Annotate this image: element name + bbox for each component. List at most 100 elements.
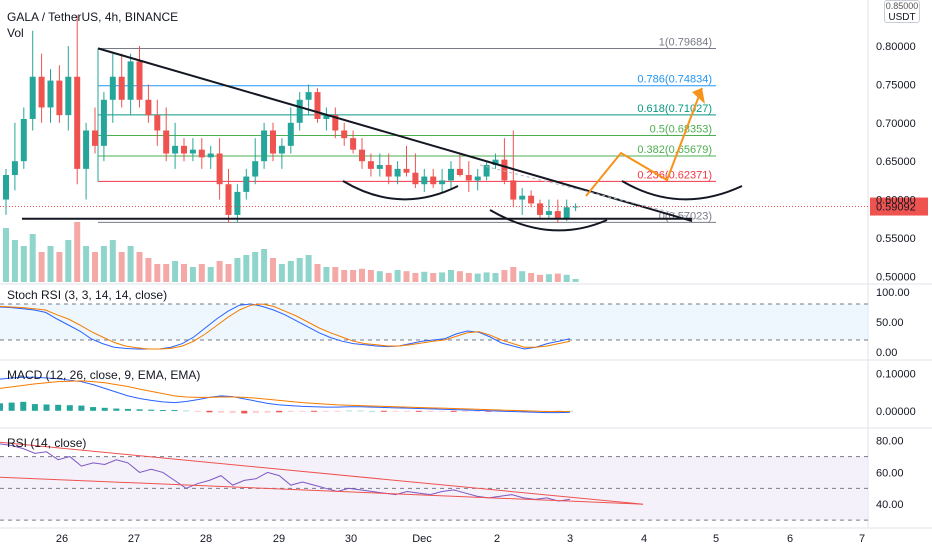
candle-body (74, 76, 81, 169)
candle-body (456, 168, 463, 176)
fib-level-label: 0.5(0.68353) (650, 123, 712, 135)
macd-histogram-bar (287, 410, 294, 412)
candle-body (403, 168, 410, 173)
volume-bar (448, 270, 454, 282)
stoch-axis-tick: 50.00 (876, 317, 904, 329)
macd-histogram-bar (183, 410, 190, 412)
candle-body (3, 175, 9, 200)
volume-bar (332, 267, 339, 282)
volume-bar (127, 246, 134, 282)
candle-body (545, 211, 552, 215)
volume-bar (189, 267, 196, 282)
volume-bar (47, 246, 54, 282)
price-axis-tick: 0.75000 (876, 79, 916, 91)
volume-bar (572, 279, 579, 282)
candle-body (216, 153, 223, 185)
quote-currency-badge[interactable]: 0.85000 USDT (884, 0, 920, 23)
volume-bar (154, 264, 161, 282)
macd-histogram-bar (450, 410, 457, 412)
time-axis-label: 3 (567, 533, 573, 545)
volume-bar (118, 252, 125, 282)
candle-body (234, 191, 241, 215)
candle-body (528, 195, 535, 204)
rsi-axis-tick: 40.00 (876, 499, 904, 511)
volume-bar (305, 255, 312, 282)
time-axis-label: 5 (713, 533, 719, 545)
volume-bar (510, 267, 517, 282)
macd-histogram-bar (31, 404, 38, 411)
macd-histogram-bar (322, 410, 329, 412)
macd-histogram-bar (241, 410, 248, 414)
volume-bar (252, 252, 259, 282)
volume-bar (207, 267, 214, 282)
candle-body (501, 159, 508, 181)
descending-trendline (97, 47, 693, 223)
macd-histogram-bar (415, 410, 422, 412)
macd-histogram-bar (264, 410, 271, 413)
volume-bar (29, 234, 36, 282)
candle-body (225, 184, 232, 215)
candle-body (154, 115, 161, 131)
candle-body (163, 130, 170, 154)
volume-bar (501, 270, 508, 282)
quote-badge-label: USDT (888, 12, 916, 23)
candle-body (278, 145, 285, 154)
candle-body (572, 206, 579, 208)
macd-histogram-bar (136, 409, 143, 411)
macd-histogram-bar (462, 410, 469, 412)
current-price-label: 0.59092 (876, 202, 916, 214)
candle-body (189, 149, 196, 154)
volume-bar (278, 264, 285, 282)
macd-histogram-bar (311, 410, 318, 412)
macd-histogram-bar (194, 410, 201, 412)
candle-body (20, 118, 27, 162)
candle-body (563, 207, 570, 219)
rsi-upper-trendline (0, 441, 644, 505)
volume-bar (474, 273, 481, 282)
stoch-line (0, 303, 571, 350)
candle-body (127, 61, 134, 100)
macd-histogram-bar (427, 410, 434, 412)
dashed-projection (479, 164, 701, 221)
candle-body (136, 61, 143, 100)
candle-body (305, 92, 312, 100)
macd-axis-tick: 0.00000 (876, 406, 916, 418)
head-arc (489, 209, 608, 232)
candle-body (11, 161, 18, 176)
volume-bar (216, 261, 223, 282)
right-shoulder-arc (621, 180, 743, 201)
macd-histogram-bar (90, 407, 97, 411)
rsi-axis-tick: 80.00 (876, 436, 904, 448)
candle-body (314, 92, 321, 119)
volume-bar (56, 252, 63, 282)
candle-body (474, 176, 481, 181)
volume-bar (341, 270, 348, 282)
top-partial-tick: 0.85000 (885, 1, 919, 11)
volume-bar (234, 258, 241, 282)
volume-bar (421, 271, 428, 282)
volume-bar (376, 271, 383, 282)
volume-bar (287, 261, 294, 282)
fib-level-label: 0.618(0.71027) (637, 103, 712, 115)
volume-bar (537, 274, 543, 282)
rsi-lower-trendline (0, 476, 644, 505)
macd-histogram-bar (299, 410, 306, 412)
fib-level-label: 0.786(0.74834) (637, 74, 712, 86)
candle-body (118, 76, 125, 100)
time-axis-label: 4 (641, 533, 647, 545)
volume-bar (359, 268, 365, 282)
time-axis-label: 28 (200, 533, 212, 545)
candle-body (421, 176, 428, 185)
macd-histogram-bar (78, 405, 85, 411)
time-axis-label: 2 (494, 533, 500, 545)
volume-bar (100, 246, 107, 282)
volume-bar (270, 258, 276, 282)
candle-body (145, 99, 152, 116)
macd-histogram-bar (124, 408, 131, 411)
candle-body (172, 145, 179, 154)
time-axis-label: 26 (56, 533, 68, 545)
macd-histogram-bar (159, 410, 166, 412)
candle-body (412, 172, 419, 185)
projection-arrowhead (692, 88, 705, 104)
volume-bar (323, 267, 330, 282)
